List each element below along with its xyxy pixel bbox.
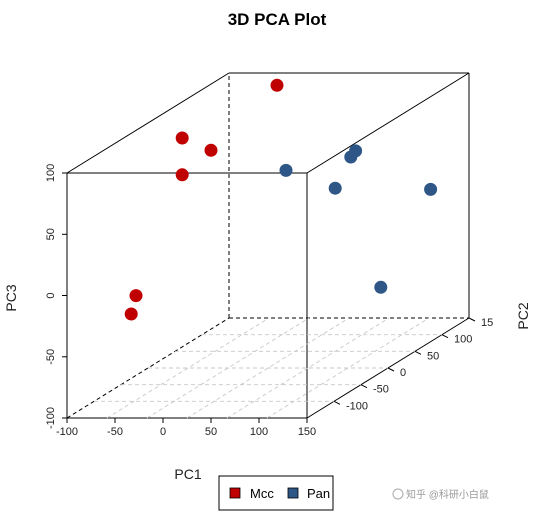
floor-grid: [94, 317, 442, 419]
legend: Mcc Pan: [218, 475, 334, 511]
z-tick-label: 50: [45, 228, 57, 240]
y-tick-mark: [441, 334, 449, 339]
y-tick-mark: [387, 367, 395, 372]
x-axis-label: PC1: [174, 466, 201, 482]
z-axis-label: PC3: [3, 284, 19, 311]
data-point-pan: [374, 280, 388, 294]
data-point-pan: [279, 163, 293, 177]
y-tick-label: -50: [373, 384, 389, 396]
axis-ticks: -100 -50 0 50 100 150 -100 -50 0 50 100 -100 -50 0 50 1…: [45, 164, 493, 438]
chart-title: 3D PCA Plot: [228, 10, 327, 29]
y-tick-label: 50: [427, 350, 439, 362]
box-edge-solid: [306, 72, 470, 174]
floor-gridline: [106, 317, 270, 419]
y-tick-label: 15: [481, 317, 493, 329]
plot-box: [66, 72, 470, 419]
x-tick-label: -50: [107, 426, 123, 438]
floor-gridline: [226, 317, 390, 419]
y-tick-label: 100: [454, 334, 472, 346]
z-tick-label: -50: [45, 349, 57, 365]
y-tick-mark: [360, 384, 368, 389]
data-point-mcc: [175, 131, 189, 145]
data-point-mcc: [175, 168, 189, 182]
box-edge-solid: [66, 72, 230, 174]
x-tick-label: -100: [56, 426, 78, 438]
y-tick-mark: [414, 350, 422, 355]
watermark-text: 知乎 @科研小白鼠: [406, 488, 489, 501]
floor-gridline: [146, 317, 310, 419]
y-tick-mark: [333, 400, 341, 405]
legend-label-pan: Pan: [307, 486, 330, 501]
data-point-mcc: [270, 78, 284, 92]
data-point-pan: [424, 182, 438, 196]
z-tick-label: 100: [45, 164, 57, 182]
y-tick-mark: [468, 317, 476, 322]
data-points: [124, 78, 438, 321]
data-point-pan: [349, 144, 363, 158]
x-tick-label: 0: [160, 426, 166, 438]
watermark: 知乎 @科研小白鼠: [392, 488, 489, 501]
x-tick-label: 50: [205, 426, 217, 438]
y-tick-label: 0: [400, 367, 406, 379]
data-point-mcc: [124, 307, 138, 321]
floor-gridline: [186, 317, 350, 419]
data-point-mcc: [204, 143, 218, 157]
x-tick-label: 150: [298, 426, 316, 438]
legend-swatch-mcc: [229, 487, 241, 499]
y-axis-label: PC2: [515, 302, 531, 329]
floor-gridline: [266, 317, 430, 419]
data-point-mcc: [129, 289, 143, 303]
legend-swatch-pan: [287, 487, 299, 499]
y-tick-label: -100: [346, 400, 368, 412]
z-tick-label: -100: [45, 407, 57, 429]
legend-label-mcc: Mcc: [250, 486, 274, 501]
x-tick-label: 100: [250, 426, 268, 438]
data-point-pan: [328, 181, 342, 195]
z-tick-label: 0: [45, 292, 57, 298]
